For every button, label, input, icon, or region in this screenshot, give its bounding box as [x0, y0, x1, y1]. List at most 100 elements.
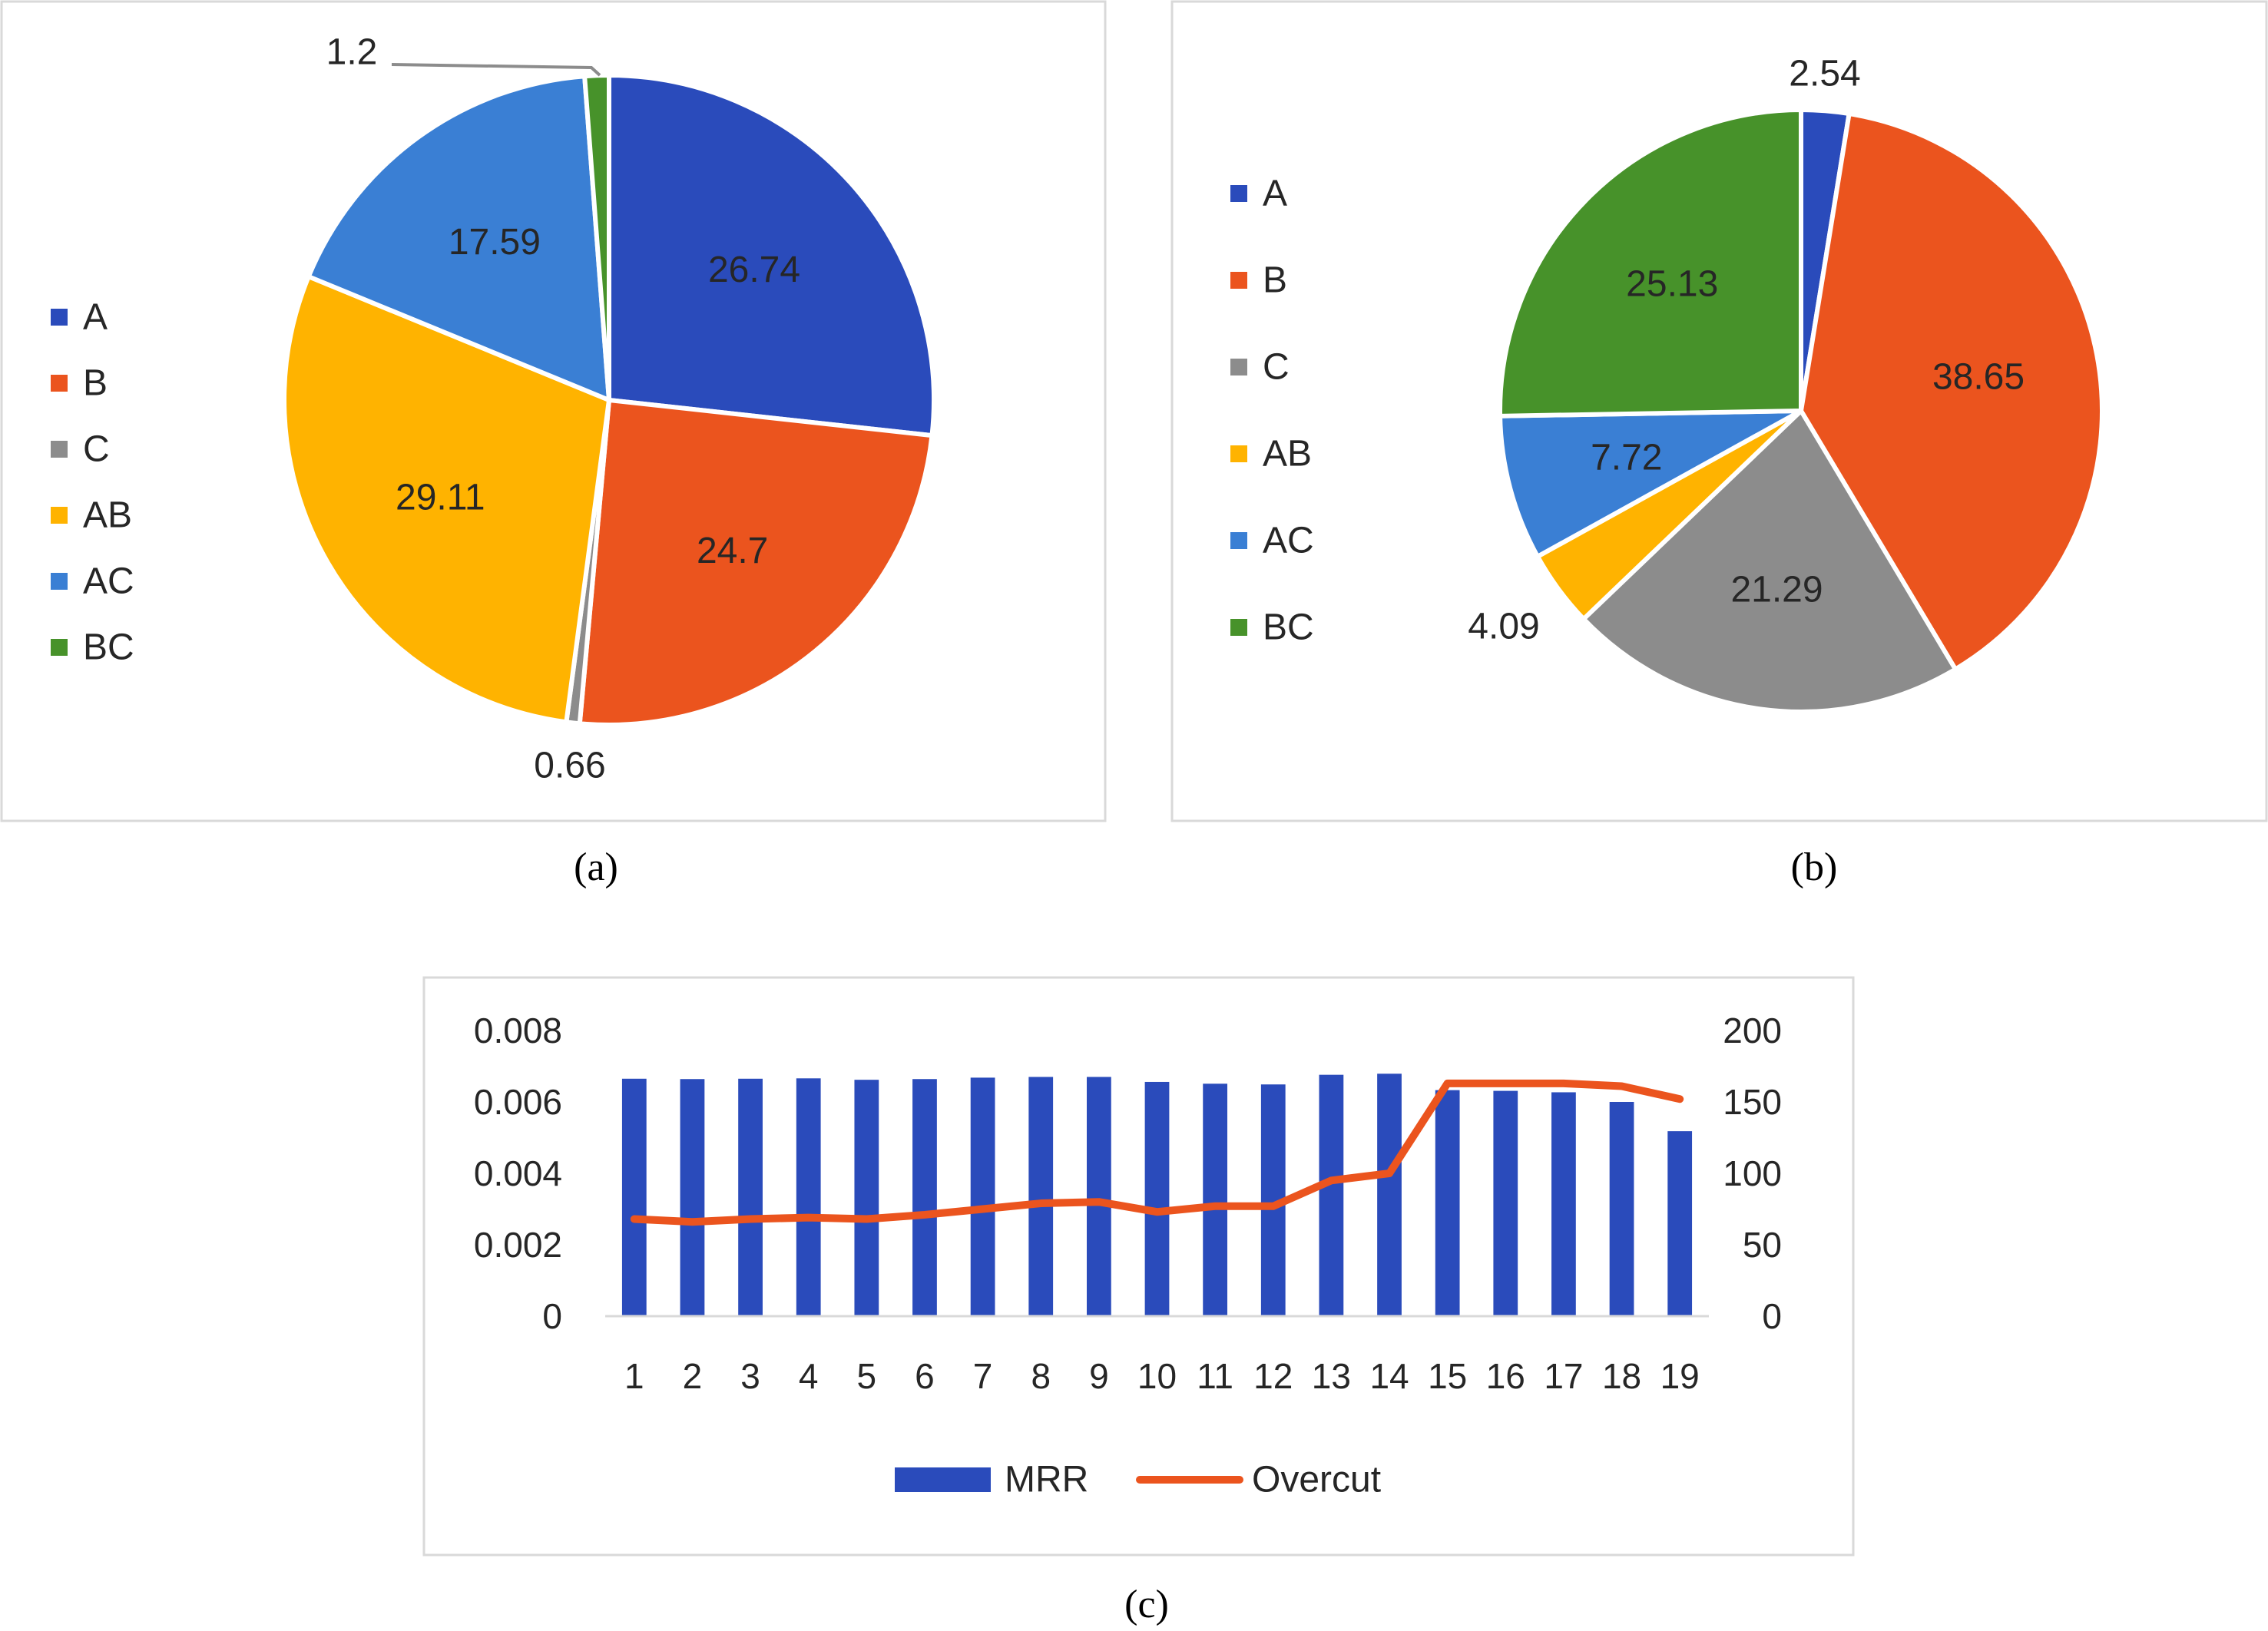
bar-mrr — [1667, 1131, 1693, 1316]
bar-mrr — [912, 1079, 937, 1316]
legend-label-ac: AC — [83, 561, 134, 602]
x-tick: 11 — [1197, 1356, 1233, 1396]
legend-label-c: C — [83, 429, 110, 470]
legend-swatch-mrr — [895, 1467, 991, 1492]
data-label-ac: 17.59 — [449, 222, 541, 263]
bar-mrr — [1435, 1090, 1460, 1316]
bar-mrr — [854, 1080, 879, 1316]
y-right-tick: 150 — [1723, 1082, 1782, 1122]
legend-label-a: A — [1263, 174, 1287, 214]
x-tick: 4 — [799, 1356, 819, 1396]
x-tick: 18 — [1602, 1356, 1641, 1396]
bar-mrr — [1203, 1083, 1228, 1316]
y-right-tick: 200 — [1723, 1011, 1782, 1050]
data-label-c: 0.66 — [534, 746, 605, 786]
x-tick: 7 — [973, 1356, 993, 1396]
bar-mrr — [1493, 1090, 1518, 1316]
pie-slice-ac — [1498, 409, 1803, 559]
x-tick: 17 — [1544, 1356, 1583, 1396]
x-tick: 1 — [624, 1356, 644, 1396]
x-tick: 3 — [740, 1356, 760, 1396]
legend-swatch-b — [51, 375, 68, 392]
caption-b: (b) — [1791, 845, 1838, 889]
legend-swatch-bc — [51, 639, 68, 656]
y-left-tick: 0.008 — [474, 1011, 562, 1050]
data-label-c: 21.29 — [1730, 570, 1823, 610]
line-overcut — [630, 1079, 1684, 1226]
legend-label-ab: AB — [83, 495, 132, 536]
data-label-bc: 1.2 — [326, 32, 378, 73]
x-tick: 6 — [915, 1356, 935, 1396]
caption-a: (a) — [574, 845, 618, 889]
x-tick: 2 — [683, 1356, 703, 1396]
pie-slice-bc — [1498, 108, 1803, 419]
legend-label-c: C — [1263, 347, 1290, 388]
bar-mrr — [1609, 1102, 1634, 1316]
bar-mrr — [738, 1078, 763, 1316]
pie-slice-a — [607, 73, 936, 438]
bar-mrr — [1319, 1074, 1344, 1316]
data-label-b: 38.65 — [1932, 356, 2025, 397]
x-tick: 5 — [857, 1356, 877, 1396]
x-tick: 9 — [1089, 1356, 1109, 1396]
legend-swatch-a — [1230, 185, 1247, 202]
legend-swatch-a — [51, 309, 68, 326]
y-left-tick: 0 — [542, 1296, 562, 1336]
y-left-tick: 0.004 — [474, 1153, 562, 1193]
legend-swatch-bc — [1230, 619, 1247, 636]
y-left-tick: 0.006 — [474, 1082, 562, 1122]
data-label-ac: 7.72 — [1591, 437, 1662, 478]
x-tick: 12 — [1253, 1356, 1293, 1396]
pie-slice-bc — [582, 73, 611, 402]
legend-label-bc: BC — [1263, 607, 1314, 648]
pie-slice-ac — [306, 74, 611, 402]
pie-slice-c — [1581, 409, 1958, 714]
data-label-bc: 25.13 — [1626, 264, 1718, 305]
bar-mrr — [680, 1079, 705, 1316]
y-right-tick: 50 — [1743, 1225, 1782, 1265]
y-right-tick: 100 — [1723, 1153, 1782, 1193]
legend-label-ab: AB — [1263, 434, 1312, 475]
pie-slice-b — [1799, 111, 2104, 672]
bar-mrr — [621, 1078, 647, 1316]
x-tick: 15 — [1428, 1356, 1467, 1396]
leader-line — [391, 63, 601, 77]
legend-label-mrr: MRR — [1005, 1460, 1088, 1500]
bar-mrr — [970, 1077, 995, 1316]
bar-mrr — [1028, 1077, 1054, 1316]
bar-mrr — [1377, 1074, 1402, 1316]
data-label-ab: 29.11 — [396, 478, 485, 518]
data-label-b: 24.7 — [697, 531, 768, 571]
x-tick: 13 — [1312, 1356, 1351, 1396]
caption-c: (c) — [1124, 1583, 1169, 1626]
bar-mrr — [796, 1078, 821, 1316]
legend-swatch-ac — [51, 573, 68, 590]
legend-swatch-ac — [1230, 532, 1247, 549]
x-tick: 19 — [1660, 1356, 1700, 1396]
pie-slice-b — [577, 398, 935, 727]
legend-swatch-c — [1230, 359, 1247, 375]
data-label-a: 2.54 — [1789, 54, 1860, 94]
legend-swatch-c — [51, 441, 68, 458]
legend-label-b: B — [83, 363, 108, 404]
pie-slice-ab — [282, 274, 611, 725]
legend-swatch-b — [1230, 272, 1247, 289]
legend-swatch-ab — [1230, 445, 1247, 462]
x-tick: 14 — [1369, 1356, 1409, 1396]
y-right-tick: 0 — [1762, 1296, 1782, 1336]
bar-mrr — [1144, 1081, 1170, 1316]
x-tick: 8 — [1031, 1356, 1051, 1396]
x-tick: 10 — [1137, 1356, 1177, 1396]
legend-label-ac: AC — [1263, 521, 1314, 561]
bar-mrr — [1086, 1077, 1111, 1316]
data-label-ab: 4.09 — [1468, 607, 1539, 647]
legend-swatch-ab — [51, 507, 68, 524]
legend-label-bc: BC — [83, 627, 134, 668]
legend-label-overcut: Overcut — [1252, 1460, 1381, 1500]
y-left-tick: 0.002 — [474, 1225, 562, 1265]
bar-mrr — [1551, 1092, 1576, 1316]
